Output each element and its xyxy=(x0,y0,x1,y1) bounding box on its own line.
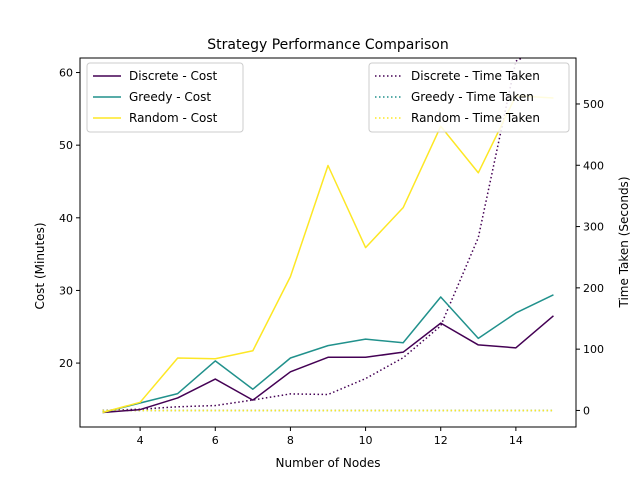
x-tick-label: 8 xyxy=(287,434,294,447)
left-y-tick-label: 40 xyxy=(59,212,73,225)
chart-title: Strategy Performance Comparison xyxy=(207,37,448,53)
x-tick-label: 4 xyxy=(137,434,144,447)
legend-time: Discrete - Time Taken Greedy - Time Taken… xyxy=(368,62,570,133)
cost-series-2 xyxy=(102,95,554,414)
cost-series-1 xyxy=(102,294,554,414)
cost-series-0 xyxy=(102,315,554,414)
plot-frame xyxy=(79,57,577,428)
right-y-tick-label: 300 xyxy=(583,221,604,234)
legend-label: Random - Time Taken xyxy=(411,111,540,125)
legend-time-box xyxy=(368,62,570,133)
left-y-tick-label: 20 xyxy=(59,357,73,370)
x-tick-label: 12 xyxy=(434,434,448,447)
x-tick-label: 6 xyxy=(212,434,219,447)
x-tick-label: 10 xyxy=(359,434,373,447)
legend-label: Greedy - Cost xyxy=(129,90,211,104)
right-y-tick-label: 500 xyxy=(583,98,604,111)
right-y-axis-label: Time Taken (Seconds) xyxy=(617,177,631,309)
legend-label: Discrete - Cost xyxy=(129,69,217,83)
right-y-tick-label: 0 xyxy=(583,404,590,417)
left-y-tick-label: 50 xyxy=(59,139,73,152)
legend-label: Greedy - Time Taken xyxy=(411,90,534,104)
x-tick-label: 14 xyxy=(509,434,523,447)
legend-label: Discrete - Time Taken xyxy=(411,69,540,83)
plot-area: 4 6 8 10 12 14 20 30 40 50 60 0 100 200 300 400 500 Discr… xyxy=(59,57,604,447)
x-axis-label: Number of Nodes xyxy=(276,456,381,470)
legend-cost-box xyxy=(86,62,244,133)
left-y-axis-label: Cost (Minutes) xyxy=(33,222,47,309)
left-y-tick-label: 30 xyxy=(59,284,73,297)
left-y-tick-label: 60 xyxy=(59,67,73,80)
right-y-tick-label: 400 xyxy=(583,159,604,172)
legend-label: Random - Cost xyxy=(129,111,218,125)
right-y-tick-label: 200 xyxy=(583,282,604,295)
legend-cost: Discrete - Cost Greedy - Cost Random - Cos… xyxy=(86,62,244,133)
right-y-tick-label: 100 xyxy=(583,343,604,356)
